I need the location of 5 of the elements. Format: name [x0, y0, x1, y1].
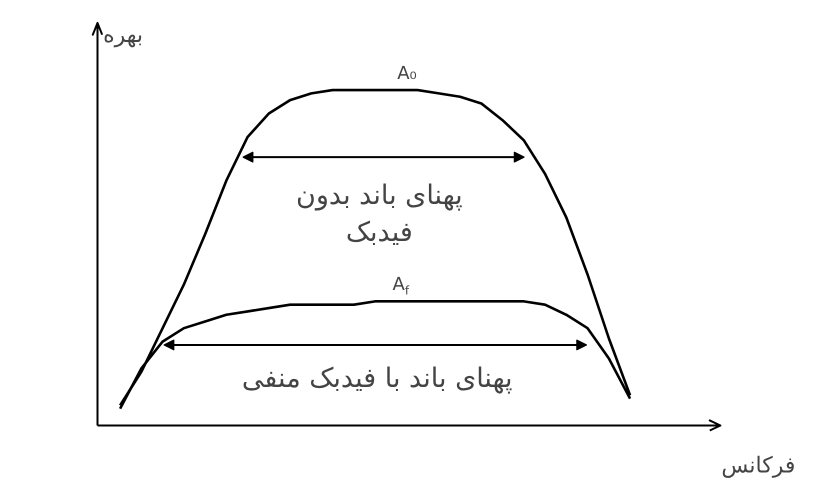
annotation: پهنای باند با فیدبک منفی: [242, 363, 513, 394]
text: A₀: [397, 62, 417, 84]
y-axis-title: بهره: [103, 22, 144, 48]
x-axis-title: فرکانس: [721, 453, 796, 478]
annotation: پهنای باند بدون فیدبک: [296, 180, 463, 248]
